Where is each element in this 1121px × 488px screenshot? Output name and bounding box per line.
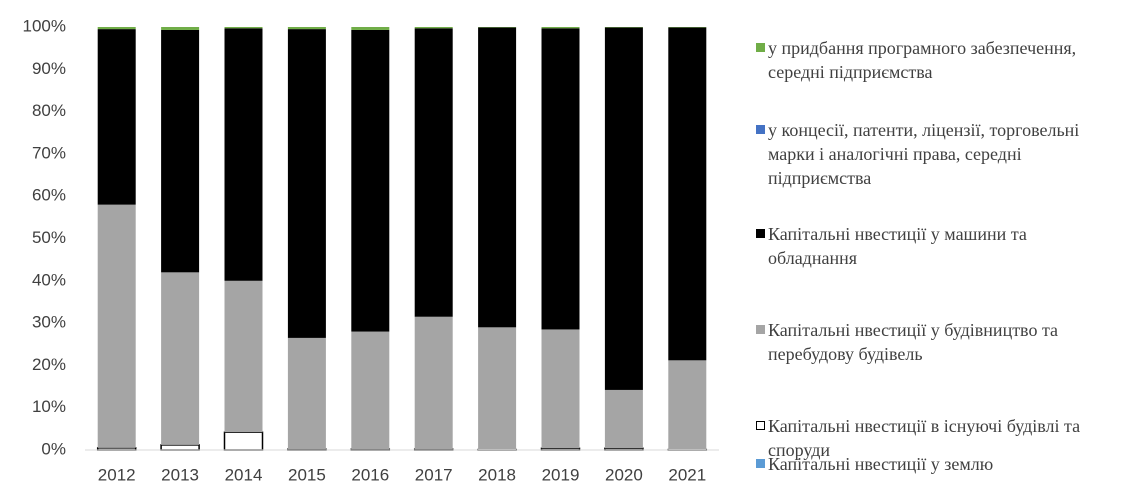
legend-item: у концесії, патенти, ліцензії, торговель… bbox=[756, 118, 1106, 190]
x-tick-label: 2019 bbox=[542, 465, 580, 484]
legend-item: Капітальні нвестиції у будівництво та пе… bbox=[756, 318, 1106, 366]
bar-segment bbox=[541, 28, 580, 330]
bar-segment bbox=[541, 27, 580, 29]
bar-segment bbox=[224, 27, 263, 29]
legend-swatch bbox=[756, 43, 765, 52]
x-tick-label: 2021 bbox=[668, 465, 706, 484]
y-tick-label: 80% bbox=[32, 101, 66, 120]
legend-item: Капітальні нвестиції у машини та обладна… bbox=[756, 222, 1106, 270]
bar-segment bbox=[161, 29, 200, 273]
legend-label: у концесії, патенти, ліцензії, торговель… bbox=[768, 120, 1080, 188]
y-tick-label: 10% bbox=[32, 397, 66, 416]
legend-label: Капітальні нвестиції у землю bbox=[768, 454, 994, 474]
bar-segment bbox=[351, 27, 390, 30]
bar-segment bbox=[478, 27, 517, 328]
bar-segment bbox=[668, 27, 707, 361]
x-tick-label: 2015 bbox=[288, 465, 326, 484]
legend-label: у придбання програмного забезпечення, се… bbox=[768, 38, 1077, 82]
bar-segment bbox=[97, 204, 136, 448]
bar-segment bbox=[224, 28, 263, 281]
bar-segment bbox=[287, 337, 326, 450]
y-tick-label: 30% bbox=[32, 313, 66, 332]
bar-segment bbox=[287, 27, 326, 30]
y-tick-label: 50% bbox=[32, 228, 66, 247]
x-tick-label: 2012 bbox=[98, 465, 136, 484]
bar-segment bbox=[97, 27, 136, 30]
bar-segment bbox=[414, 28, 453, 317]
bar-segment bbox=[223, 431, 264, 451]
legend-label: Капітальні нвестиції в існуючі будівлі т… bbox=[768, 416, 1081, 460]
bar-segment bbox=[161, 27, 200, 30]
bar-segment bbox=[414, 316, 453, 450]
legend-swatch bbox=[756, 125, 765, 134]
y-tick-label: 100% bbox=[23, 16, 66, 35]
x-tick-label: 2018 bbox=[478, 465, 516, 484]
y-tick-label: 70% bbox=[32, 143, 66, 162]
bar-segment bbox=[97, 29, 136, 205]
x-tick-label: 2014 bbox=[225, 465, 263, 484]
x-tick-label: 2013 bbox=[161, 465, 199, 484]
y-tick-label: 20% bbox=[32, 355, 66, 374]
legend-swatch bbox=[756, 459, 765, 468]
legend-swatch bbox=[756, 421, 765, 430]
y-tick-label: 40% bbox=[32, 270, 66, 289]
bar-segment bbox=[351, 331, 390, 450]
bar-segment bbox=[287, 29, 326, 338]
legend-item: Капітальні нвестиції у землю bbox=[756, 452, 1106, 476]
bar-segment bbox=[604, 27, 643, 390]
legend-label: Капітальні нвестиції у машини та обладна… bbox=[768, 224, 1027, 268]
x-tick-label: 2017 bbox=[415, 465, 453, 484]
bar-segment bbox=[478, 327, 517, 450]
legend-label: Капітальні нвестиції у будівництво та пе… bbox=[768, 320, 1059, 364]
y-tick-label: 90% bbox=[32, 59, 66, 78]
bar-segment bbox=[668, 360, 707, 450]
y-tick-label: 0% bbox=[41, 439, 66, 458]
legend-item: у придбання програмного забезпечення, се… bbox=[756, 36, 1106, 84]
chart: 0% 10% 20% 30% 40% 50% 60% 70% 80% 90% 100% 2012 201… bbox=[23, 16, 719, 484]
legend-item: Капітальні нвестиції в існуючі будівлі т… bbox=[756, 414, 1106, 462]
legend-swatch bbox=[756, 325, 765, 334]
bar-segment bbox=[541, 329, 580, 449]
y-tick-label: 60% bbox=[32, 186, 66, 205]
bar-segment bbox=[604, 389, 643, 449]
bar-segment bbox=[161, 272, 200, 445]
bar-segment bbox=[160, 444, 200, 451]
x-tick-label: 2016 bbox=[351, 465, 389, 484]
x-tick-label: 2020 bbox=[605, 465, 643, 484]
legend-swatch bbox=[756, 229, 765, 238]
bar-segment bbox=[414, 27, 453, 29]
bar-segment bbox=[351, 29, 390, 332]
bar-segment bbox=[224, 280, 263, 433]
